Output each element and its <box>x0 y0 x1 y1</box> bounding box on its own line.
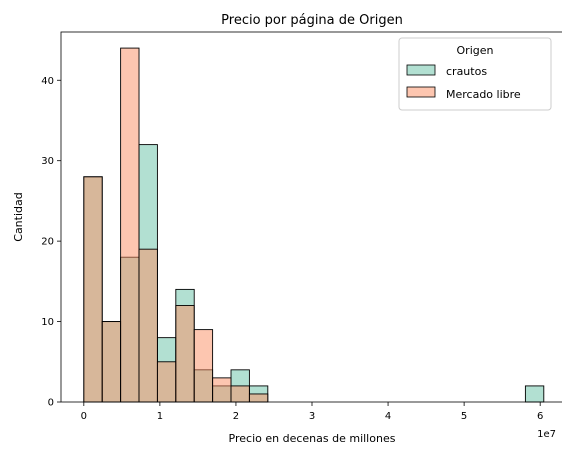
x-tick-label-1: 1 <box>157 411 163 422</box>
x-axis-ticks: 0 1 2 3 4 5 6 <box>81 402 543 422</box>
x-tick-label-2: 2 <box>233 411 239 422</box>
y-axis-label: Cantidad <box>12 192 25 241</box>
legend-swatch-crautos <box>406 64 436 76</box>
x-axis-label: Precio en decenas de millones <box>229 432 396 445</box>
x-axis-offset-label: 1e7 <box>537 429 556 440</box>
x-tick-label-4: 4 <box>385 411 391 422</box>
x-tick-label-3: 3 <box>309 411 315 422</box>
chart-title: Precio por página de Origen <box>221 13 403 28</box>
legend-swatch-mercado-libre <box>406 86 436 98</box>
y-axis-ticks: 0 10 20 30 40 <box>41 76 61 409</box>
y-tick-label-30: 30 <box>41 156 54 167</box>
bars-group <box>83 47 545 403</box>
y-tick-label-0: 0 <box>48 398 54 409</box>
bar-mercado-libre-4 <box>156 361 177 403</box>
bar-mercado-libre-9 <box>248 393 269 403</box>
bar-mercado-libre-2 <box>120 47 140 403</box>
bar-mercado-libre-0 <box>83 176 103 403</box>
legend-label-crautos: crautos <box>446 65 487 78</box>
bar-mercado-libre-6 <box>193 329 214 403</box>
bar-mercado-libre-8 <box>230 385 250 403</box>
bar-mercado-libre-3 <box>138 248 158 403</box>
x-tick-label-6: 6 <box>537 411 543 422</box>
bar-mercado-libre-5 <box>175 305 195 403</box>
y-tick-label-20: 20 <box>41 237 54 248</box>
legend: Origen crautos Mercado libre <box>398 37 552 111</box>
bar-crautos-10 <box>524 385 545 403</box>
y-tick-label-10: 10 <box>41 317 54 328</box>
bar-mercado-libre-1 <box>101 321 122 403</box>
legend-title: Origen <box>457 44 494 57</box>
x-tick-label-0: 0 <box>81 411 87 422</box>
legend-label-mercado-libre: Mercado libre <box>446 88 521 101</box>
bar-mercado-libre-7 <box>212 377 232 403</box>
legend-box <box>398 37 552 111</box>
x-tick-label-5: 5 <box>461 411 467 422</box>
y-tick-label-40: 40 <box>41 76 54 87</box>
